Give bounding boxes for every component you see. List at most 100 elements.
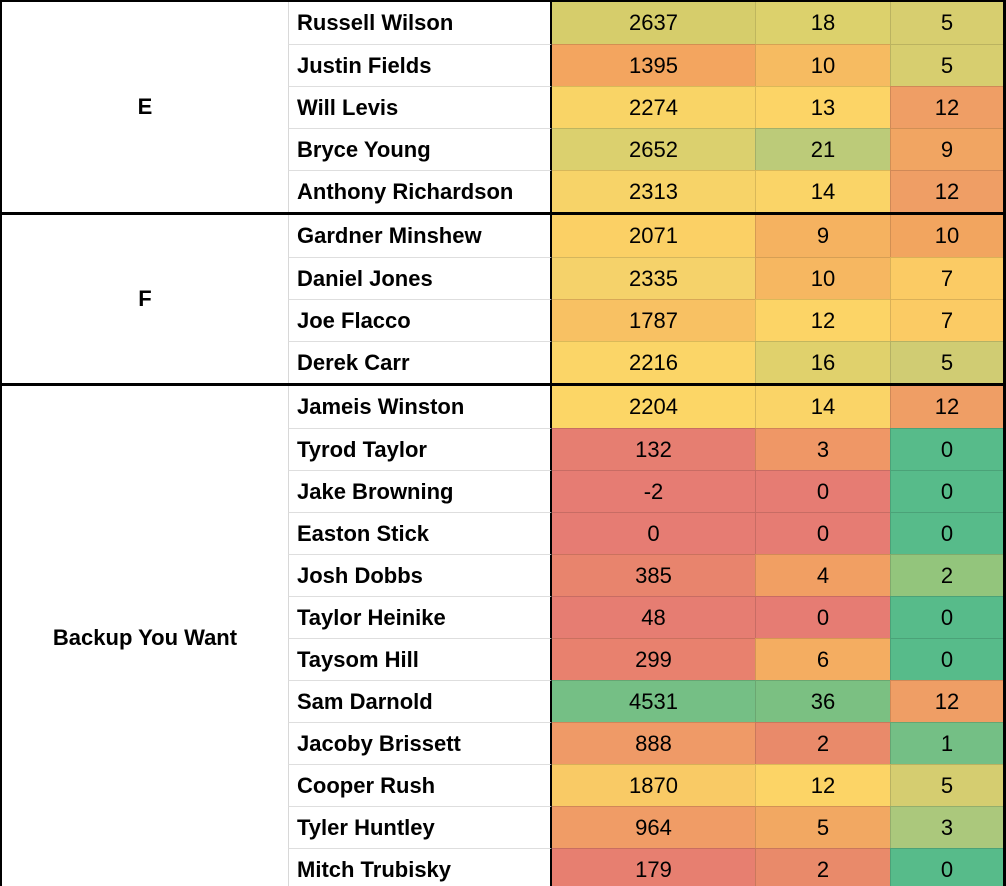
player-name: Josh Dobbs [297,562,423,588]
stat-cell[interactable]: 6 [755,638,890,680]
player-name-cell[interactable]: Taysom Hill [288,638,552,680]
stat-cell[interactable]: 12 [755,764,890,806]
tier-label-cell[interactable]: F [2,215,288,383]
stat-cell[interactable]: 2313 [552,170,755,212]
stat-cell[interactable]: 2 [890,554,1003,596]
stat-cell[interactable]: 132 [552,428,755,470]
stat-cell[interactable]: 2637 [552,2,755,44]
stat-cell[interactable]: 21 [755,128,890,170]
stat-value: 299 [635,646,672,672]
stat-value: 0 [940,646,954,672]
stat-cell[interactable]: 10 [755,44,890,86]
stat-cell[interactable]: 0 [890,596,1003,638]
player-name-cell[interactable]: Derek Carr [288,341,552,383]
player-name-cell[interactable]: Jacoby Brissett [288,722,552,764]
stat-cell[interactable]: 36 [755,680,890,722]
stat-cell[interactable]: 9 [890,128,1003,170]
stat-cell[interactable]: 0 [890,848,1003,886]
stat-cell[interactable]: 3 [890,806,1003,848]
player-name: Anthony Richardson [297,178,514,204]
stat-cell[interactable]: 1787 [552,299,755,341]
stat-cell[interactable]: 7 [890,257,1003,299]
player-name-cell[interactable]: Joe Flacco [288,299,552,341]
stat-cell[interactable]: 2204 [552,386,755,428]
player-name-cell[interactable]: Bryce Young [288,128,552,170]
player-name-cell[interactable]: Tyler Huntley [288,806,552,848]
stat-cell[interactable]: 10 [755,257,890,299]
stat-cell[interactable]: 385 [552,554,755,596]
stat-cell[interactable]: 2071 [552,215,755,257]
stat-cell[interactable]: 4531 [552,680,755,722]
stat-value: 12 [934,688,960,714]
stat-cell[interactable]: 0 [755,596,890,638]
stat-cell[interactable]: 12 [890,86,1003,128]
stat-cell[interactable]: 5 [890,764,1003,806]
stat-cell[interactable]: 0 [890,512,1003,554]
player-name: Tyler Huntley [297,814,435,840]
stat-value: 2652 [629,136,678,162]
stat-cell[interactable]: 9 [755,215,890,257]
stat-cell[interactable]: 2 [755,848,890,886]
stat-cell[interactable]: 5 [890,2,1003,44]
player-name-cell[interactable]: Sam Darnold [288,680,552,722]
stat-cell[interactable]: 18 [755,2,890,44]
stat-cell[interactable]: 7 [890,299,1003,341]
stat-cell[interactable]: 3 [755,428,890,470]
stat-cell[interactable]: 0 [890,470,1003,512]
stat-cell[interactable]: 2335 [552,257,755,299]
stat-cell[interactable]: 48 [552,596,755,638]
stat-cell[interactable]: 0 [890,638,1003,680]
stat-value: 2313 [629,178,678,204]
stat-cell[interactable]: 299 [552,638,755,680]
stat-cell[interactable]: 12 [890,680,1003,722]
stat-cell[interactable]: 1870 [552,764,755,806]
stat-cell[interactable]: 2652 [552,128,755,170]
stat-cell[interactable]: 0 [755,512,890,554]
player-name-cell[interactable]: Anthony Richardson [288,170,552,212]
stat-cell[interactable]: 13 [755,86,890,128]
player-name: Jacoby Brissett [297,730,461,756]
stat-cell[interactable]: 0 [552,512,755,554]
player-name: Justin Fields [297,52,432,78]
stat-cell[interactable]: 14 [755,386,890,428]
stat-cell[interactable]: 2 [755,722,890,764]
stat-cell[interactable]: 888 [552,722,755,764]
stat-cell[interactable]: 12 [890,170,1003,212]
stat-cell[interactable]: 10 [890,215,1003,257]
stat-cell[interactable]: 1 [890,722,1003,764]
stat-cell[interactable]: 1395 [552,44,755,86]
player-name-cell[interactable]: Will Levis [288,86,552,128]
stat-cell[interactable]: 2216 [552,341,755,383]
player-name-cell[interactable]: Russell Wilson [288,2,552,44]
stat-value: 10 [810,52,836,78]
stat-cell[interactable]: 179 [552,848,755,886]
stat-cell[interactable]: 5 [890,44,1003,86]
player-name-cell[interactable]: Jameis Winston [288,386,552,428]
stat-cell[interactable]: -2 [552,470,755,512]
player-name-cell[interactable]: Josh Dobbs [288,554,552,596]
stat-cell[interactable]: 0 [755,470,890,512]
stat-cell[interactable]: 14 [755,170,890,212]
player-name-cell[interactable]: Taylor Heinike [288,596,552,638]
tier-label-cell[interactable]: Backup You Want [2,386,288,886]
stat-cell[interactable]: 0 [890,428,1003,470]
player-name-cell[interactable]: Cooper Rush [288,764,552,806]
stat-cell[interactable]: 12 [755,299,890,341]
stat-cell[interactable]: 12 [890,386,1003,428]
player-name-cell[interactable]: Tyrod Taylor [288,428,552,470]
stat-cell[interactable]: 5 [890,341,1003,383]
player-name-cell[interactable]: Gardner Minshew [288,215,552,257]
player-name-cell[interactable]: Mitch Trubisky [288,848,552,886]
player-name-cell[interactable]: Daniel Jones [288,257,552,299]
stat-cell[interactable]: 16 [755,341,890,383]
stat-cell[interactable]: 5 [755,806,890,848]
player-name-cell[interactable]: Easton Stick [288,512,552,554]
player-name: Cooper Rush [297,772,436,798]
stat-cell[interactable]: 2274 [552,86,755,128]
stat-cell[interactable]: 964 [552,806,755,848]
tier-label-cell[interactable]: E [2,2,288,212]
player-name-cell[interactable]: Justin Fields [288,44,552,86]
stat-cell[interactable]: 4 [755,554,890,596]
stat-value: 3 [816,436,830,462]
player-name-cell[interactable]: Jake Browning [288,470,552,512]
